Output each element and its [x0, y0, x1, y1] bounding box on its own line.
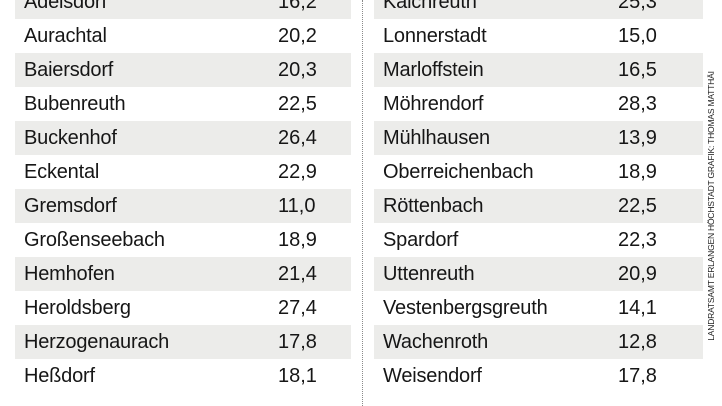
- municipality-value: 18,9: [278, 229, 317, 251]
- municipality-name: Großenseebach: [24, 229, 165, 251]
- table-row: Spardorf 22,3: [374, 223, 703, 257]
- municipality-value: 16,2: [278, 0, 317, 13]
- table-row: Kalchreuth 25,3: [374, 0, 703, 19]
- municipality-value: 28,3: [618, 93, 657, 115]
- municipality-name: Möhrendorf: [383, 93, 484, 115]
- table-row: Wachenroth 12,8: [374, 325, 703, 359]
- municipality-name: Wachenroth: [383, 331, 489, 353]
- municipality-value: 22,5: [278, 93, 317, 115]
- table-row: Heßdorf 18,1: [15, 359, 351, 393]
- table-row: Aurachtal 20,2: [15, 19, 351, 53]
- municipality-name: Buckenhof: [24, 127, 117, 149]
- municipality-name: Röttenbach: [383, 195, 484, 217]
- municipality-value: 12,8: [618, 331, 657, 353]
- municipality-name: Baiersdorf: [24, 59, 114, 81]
- table-row: Lonnerstadt 15,0: [374, 19, 703, 53]
- graphic-credit: LANDRATSAMT ERLANGEN HÖCHSTADT GRAFIK: T…: [706, 8, 716, 404]
- table-row: Möhrendorf 28,3: [374, 87, 703, 121]
- municipality-name: Uttenreuth: [383, 263, 475, 285]
- table-column-left: Adelsdorf 16,2 Aurachtal 20,2 Baiersdorf 20,3…: [15, 0, 351, 406]
- table-column-right: Kalchreuth 25,3 Lonnerstadt 15,0 Marloffstei…: [374, 0, 703, 406]
- municipality-value: 17,8: [278, 331, 317, 353]
- table-row: Weisendorf 17,8: [374, 359, 703, 393]
- municipality-name: Mühlhausen: [383, 127, 490, 149]
- municipality-name: Kalchreuth: [383, 0, 477, 13]
- municipality-value: 11,0: [278, 195, 316, 217]
- municipality-value: 21,4: [278, 263, 317, 285]
- municipality-name: Spardorf: [383, 229, 459, 251]
- municipality-value: 18,9: [618, 161, 657, 183]
- table-row: Uttenreuth 20,9: [374, 257, 703, 291]
- municipality-value: 27,4: [278, 297, 317, 319]
- municipality-value: 13,9: [618, 127, 657, 149]
- municipality-value: 20,2: [278, 25, 317, 47]
- table-row: Röttenbach 22,5: [374, 189, 703, 223]
- municipality-name: Herzogenaurach: [24, 331, 170, 353]
- table-row: Eckental 22,9: [15, 155, 351, 189]
- table-row: Marloffstein 16,5: [374, 53, 703, 87]
- municipality-value: 20,3: [278, 59, 317, 81]
- table-row: Großenseebach 18,9: [15, 223, 351, 257]
- municipality-name: Adelsdorf: [24, 0, 107, 13]
- municipality-value: 25,3: [618, 0, 657, 13]
- table-row: Mühlhausen 13,9: [374, 121, 703, 155]
- municipality-name: Vestenbergsgreuth: [383, 297, 548, 319]
- municipality-value: 20,9: [618, 263, 657, 285]
- municipality-name: Gremsdorf: [24, 195, 117, 217]
- municipality-value: 15,0: [618, 25, 657, 47]
- municipality-name: Weisendorf: [383, 365, 482, 387]
- municipality-value: 22,5: [618, 195, 657, 217]
- municipality-value: 17,8: [618, 365, 657, 387]
- table-row: Baiersdorf 20,3: [15, 53, 351, 87]
- municipality-name: Lonnerstadt: [383, 25, 487, 47]
- table-row: Hemhofen 21,4: [15, 257, 351, 291]
- table-row: Heroldsberg 27,4: [15, 291, 351, 325]
- municipality-name: Heßdorf: [24, 365, 95, 387]
- table-row: Adelsdorf 16,2: [15, 0, 351, 19]
- municipality-name: Oberreichenbach: [383, 161, 534, 183]
- table-row: Buckenhof 26,4: [15, 121, 351, 155]
- table-row: Vestenbergsgreuth 14,1: [374, 291, 703, 325]
- table-row: Herzogenaurach 17,8: [15, 325, 351, 359]
- municipality-name: Eckental: [24, 161, 100, 183]
- municipality-name: Hemhofen: [24, 263, 115, 285]
- municipality-value: 14,1: [618, 297, 657, 319]
- table-row: Gremsdorf 11,0: [15, 189, 351, 223]
- table-row: Oberreichenbach 18,9: [374, 155, 703, 189]
- municipality-name: Marloffstein: [383, 59, 484, 81]
- credit-text: LANDRATSAMT ERLANGEN HÖCHSTADT GRAFIK: T…: [706, 71, 716, 341]
- municipality-value: 22,3: [618, 229, 657, 251]
- municipality-value: 26,4: [278, 127, 317, 149]
- column-divider: [362, 0, 363, 406]
- municipality-name: Aurachtal: [24, 25, 107, 47]
- municipality-name: Bubenreuth: [24, 93, 126, 115]
- table-row: Bubenreuth 22,5: [15, 87, 351, 121]
- municipality-value: 22,9: [278, 161, 317, 183]
- municipality-name: Heroldsberg: [24, 297, 131, 319]
- municipality-value: 18,1: [278, 365, 317, 387]
- municipality-value: 16,5: [618, 59, 657, 81]
